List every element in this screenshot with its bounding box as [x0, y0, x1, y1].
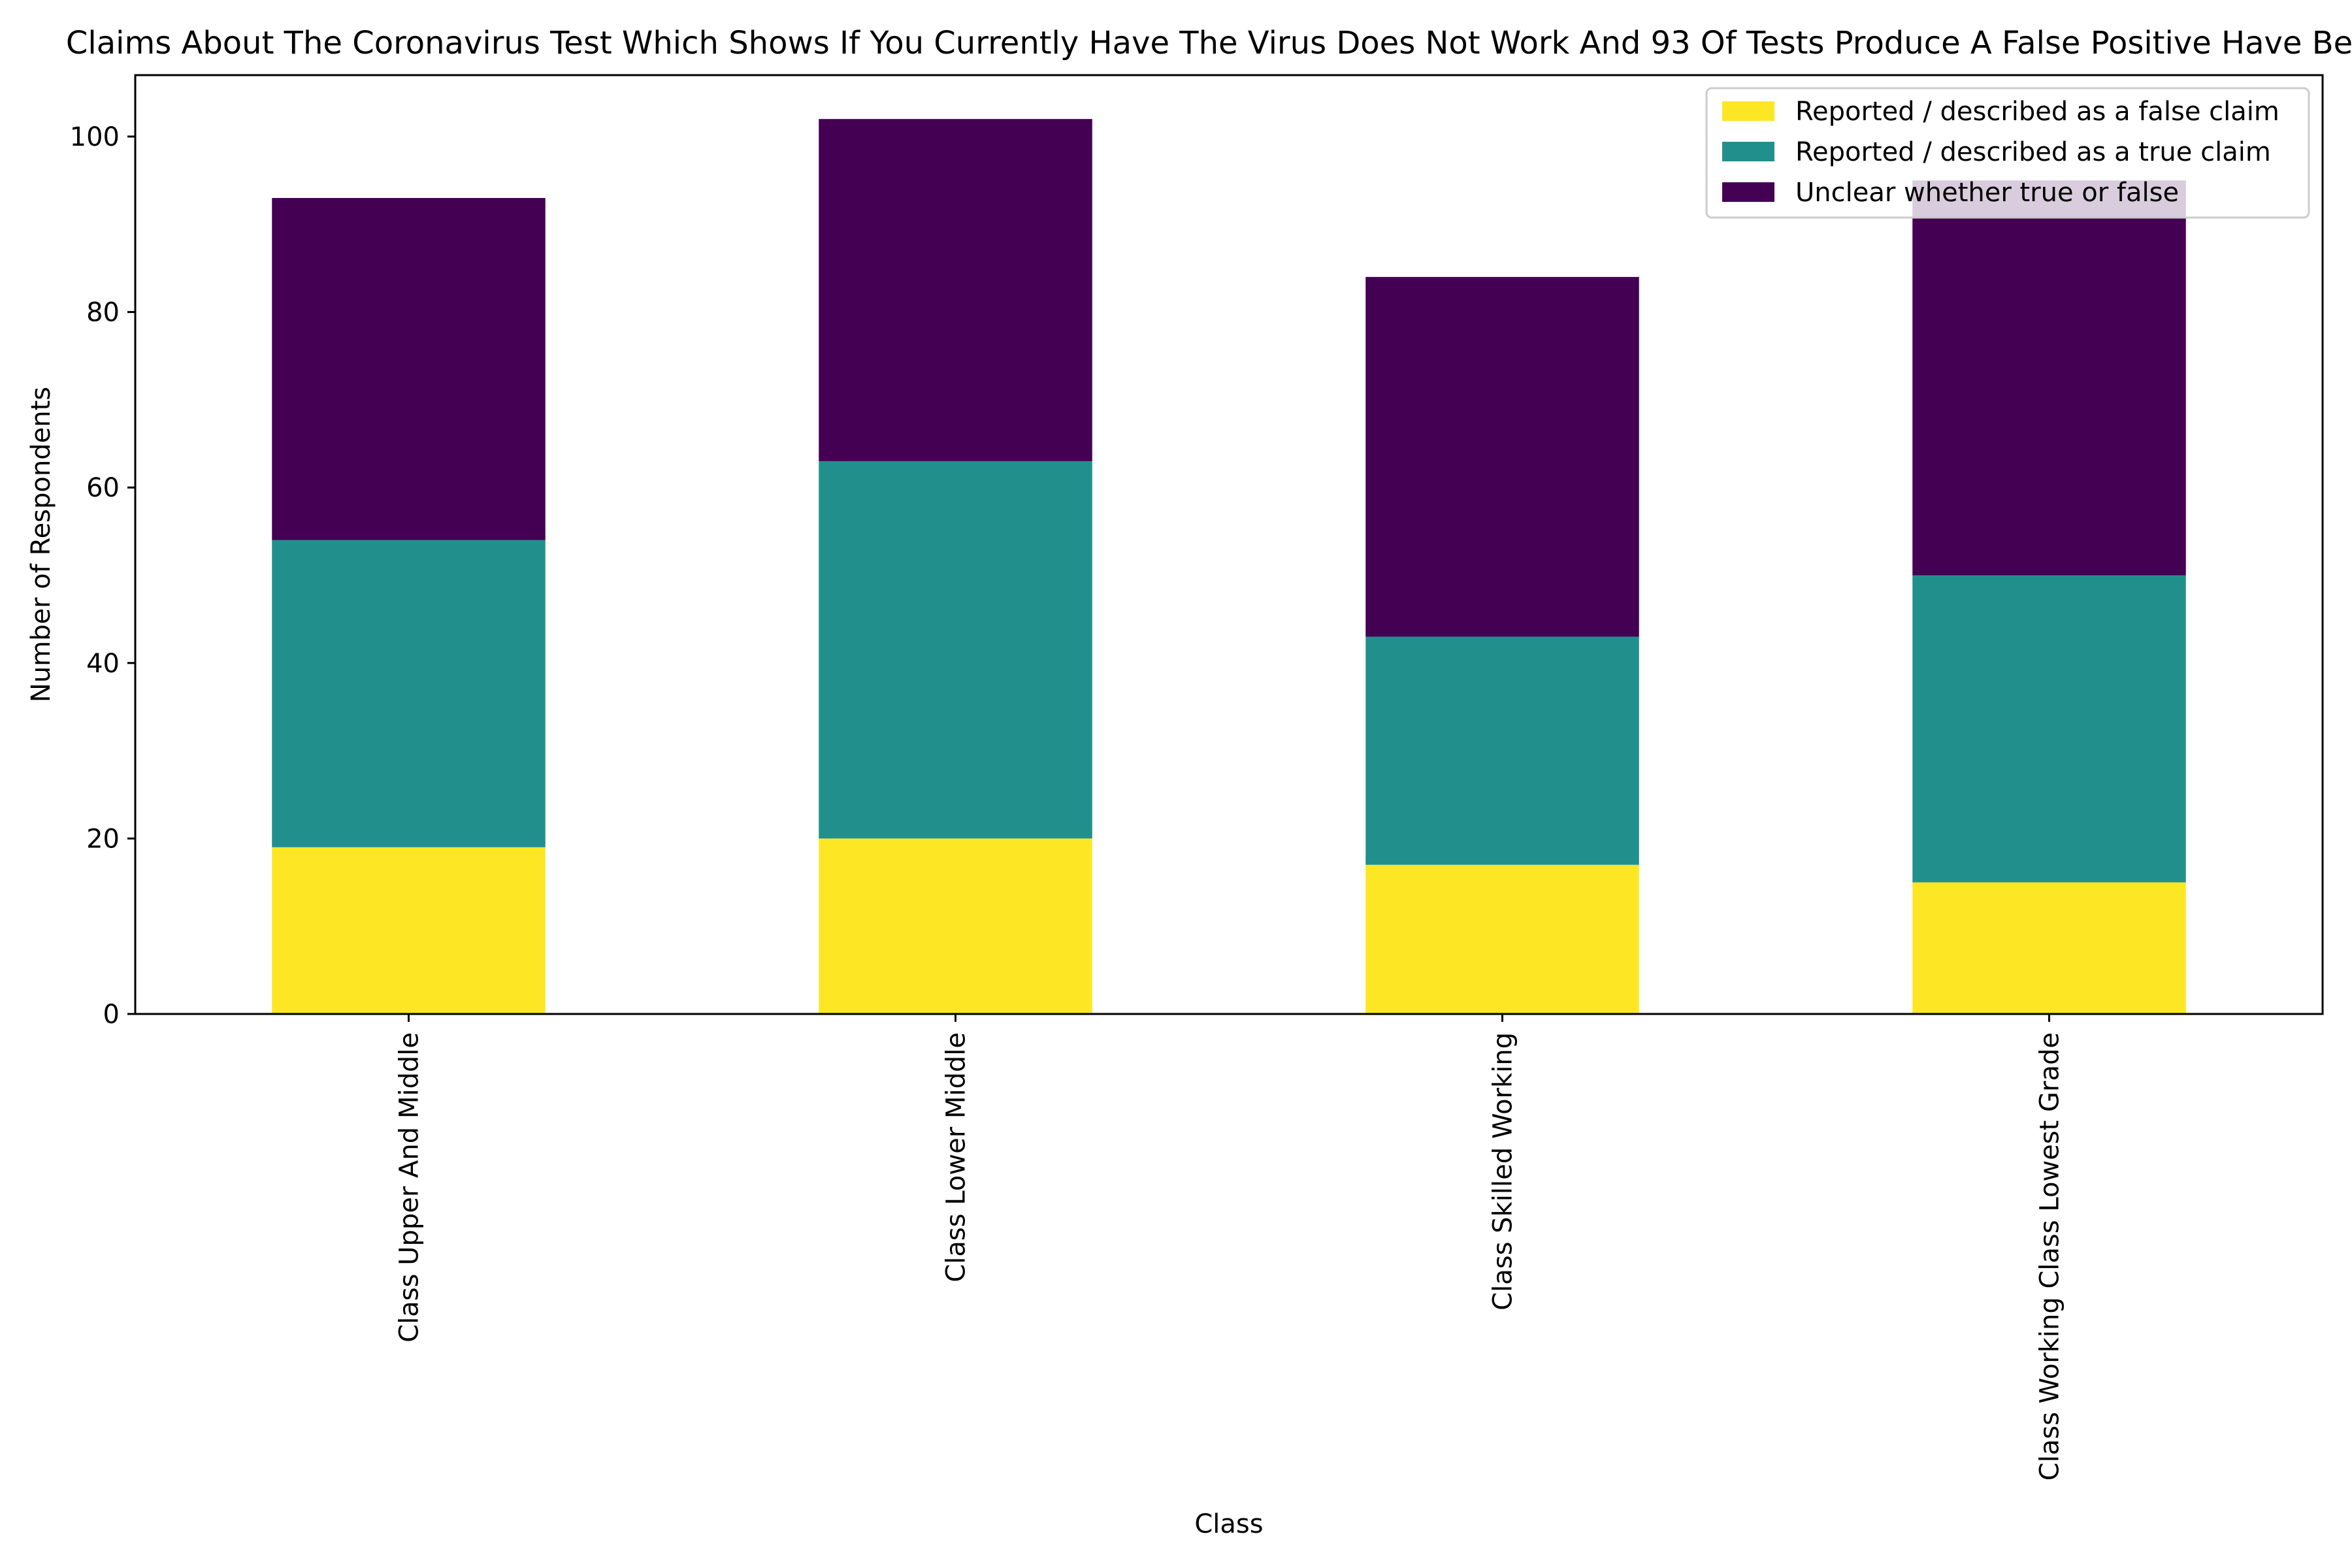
x-axis-label: Class: [1194, 1509, 1263, 1539]
x-tick-label: Class Working Class Lowest Grade: [2035, 1032, 2065, 1480]
bar-segment-1-1: [272, 847, 546, 1014]
legend-label-2: Reported / described as a true claim: [1795, 137, 2271, 167]
y-tick-label: 80: [86, 298, 120, 328]
bar-segment-3-1: [272, 198, 546, 540]
bar-segment-3-3: [1365, 276, 1639, 637]
legend: Reported / described as a false claim Rep…: [1705, 87, 2310, 219]
y-tick-label: 100: [70, 122, 120, 152]
bar-segment-2-3: [1365, 636, 1639, 865]
y-tick-label: 40: [86, 649, 120, 679]
bar-segment-2-1: [272, 540, 546, 847]
legend-swatch-2: [1722, 142, 1774, 161]
bar-segment-3-4: [1912, 180, 2186, 576]
bars-layer: [272, 119, 2186, 1014]
legend-swatch-3: [1722, 182, 1774, 202]
bar-segment-1-3: [1365, 864, 1639, 1014]
y-axis-label: Number of Respondents: [26, 387, 56, 702]
x-tick-label: Class Upper And Middle: [395, 1032, 425, 1343]
legend-box: [1705, 87, 2310, 219]
bar-segment-1-4: [1912, 882, 2186, 1014]
axes-layer: 0 20 40 60 80 100 Class Upper And Middle Class …: [26, 74, 2324, 1539]
bar-segment-2-4: [1912, 575, 2186, 883]
bar-segment-1-2: [819, 838, 1092, 1014]
y-tick-label: 60: [86, 473, 120, 503]
x-tick-label: Class Lower Middle: [941, 1032, 972, 1282]
legend-label-3: Unclear whether true or false: [1795, 178, 2179, 208]
bar-segment-3-2: [819, 119, 1092, 461]
y-tick-label: 0: [103, 1000, 120, 1030]
y-tick-label: 20: [86, 824, 120, 854]
x-tick-label: Class Skilled Working: [1488, 1032, 1518, 1311]
legend-label-1: Reported / described as a false claim: [1795, 97, 2279, 127]
legend-swatch-1: [1722, 101, 1774, 121]
plot-frame: [134, 74, 2324, 1015]
bar-segment-2-2: [819, 461, 1092, 839]
chart-title: Claims About The Coronavirus Test Which …: [66, 25, 2352, 61]
